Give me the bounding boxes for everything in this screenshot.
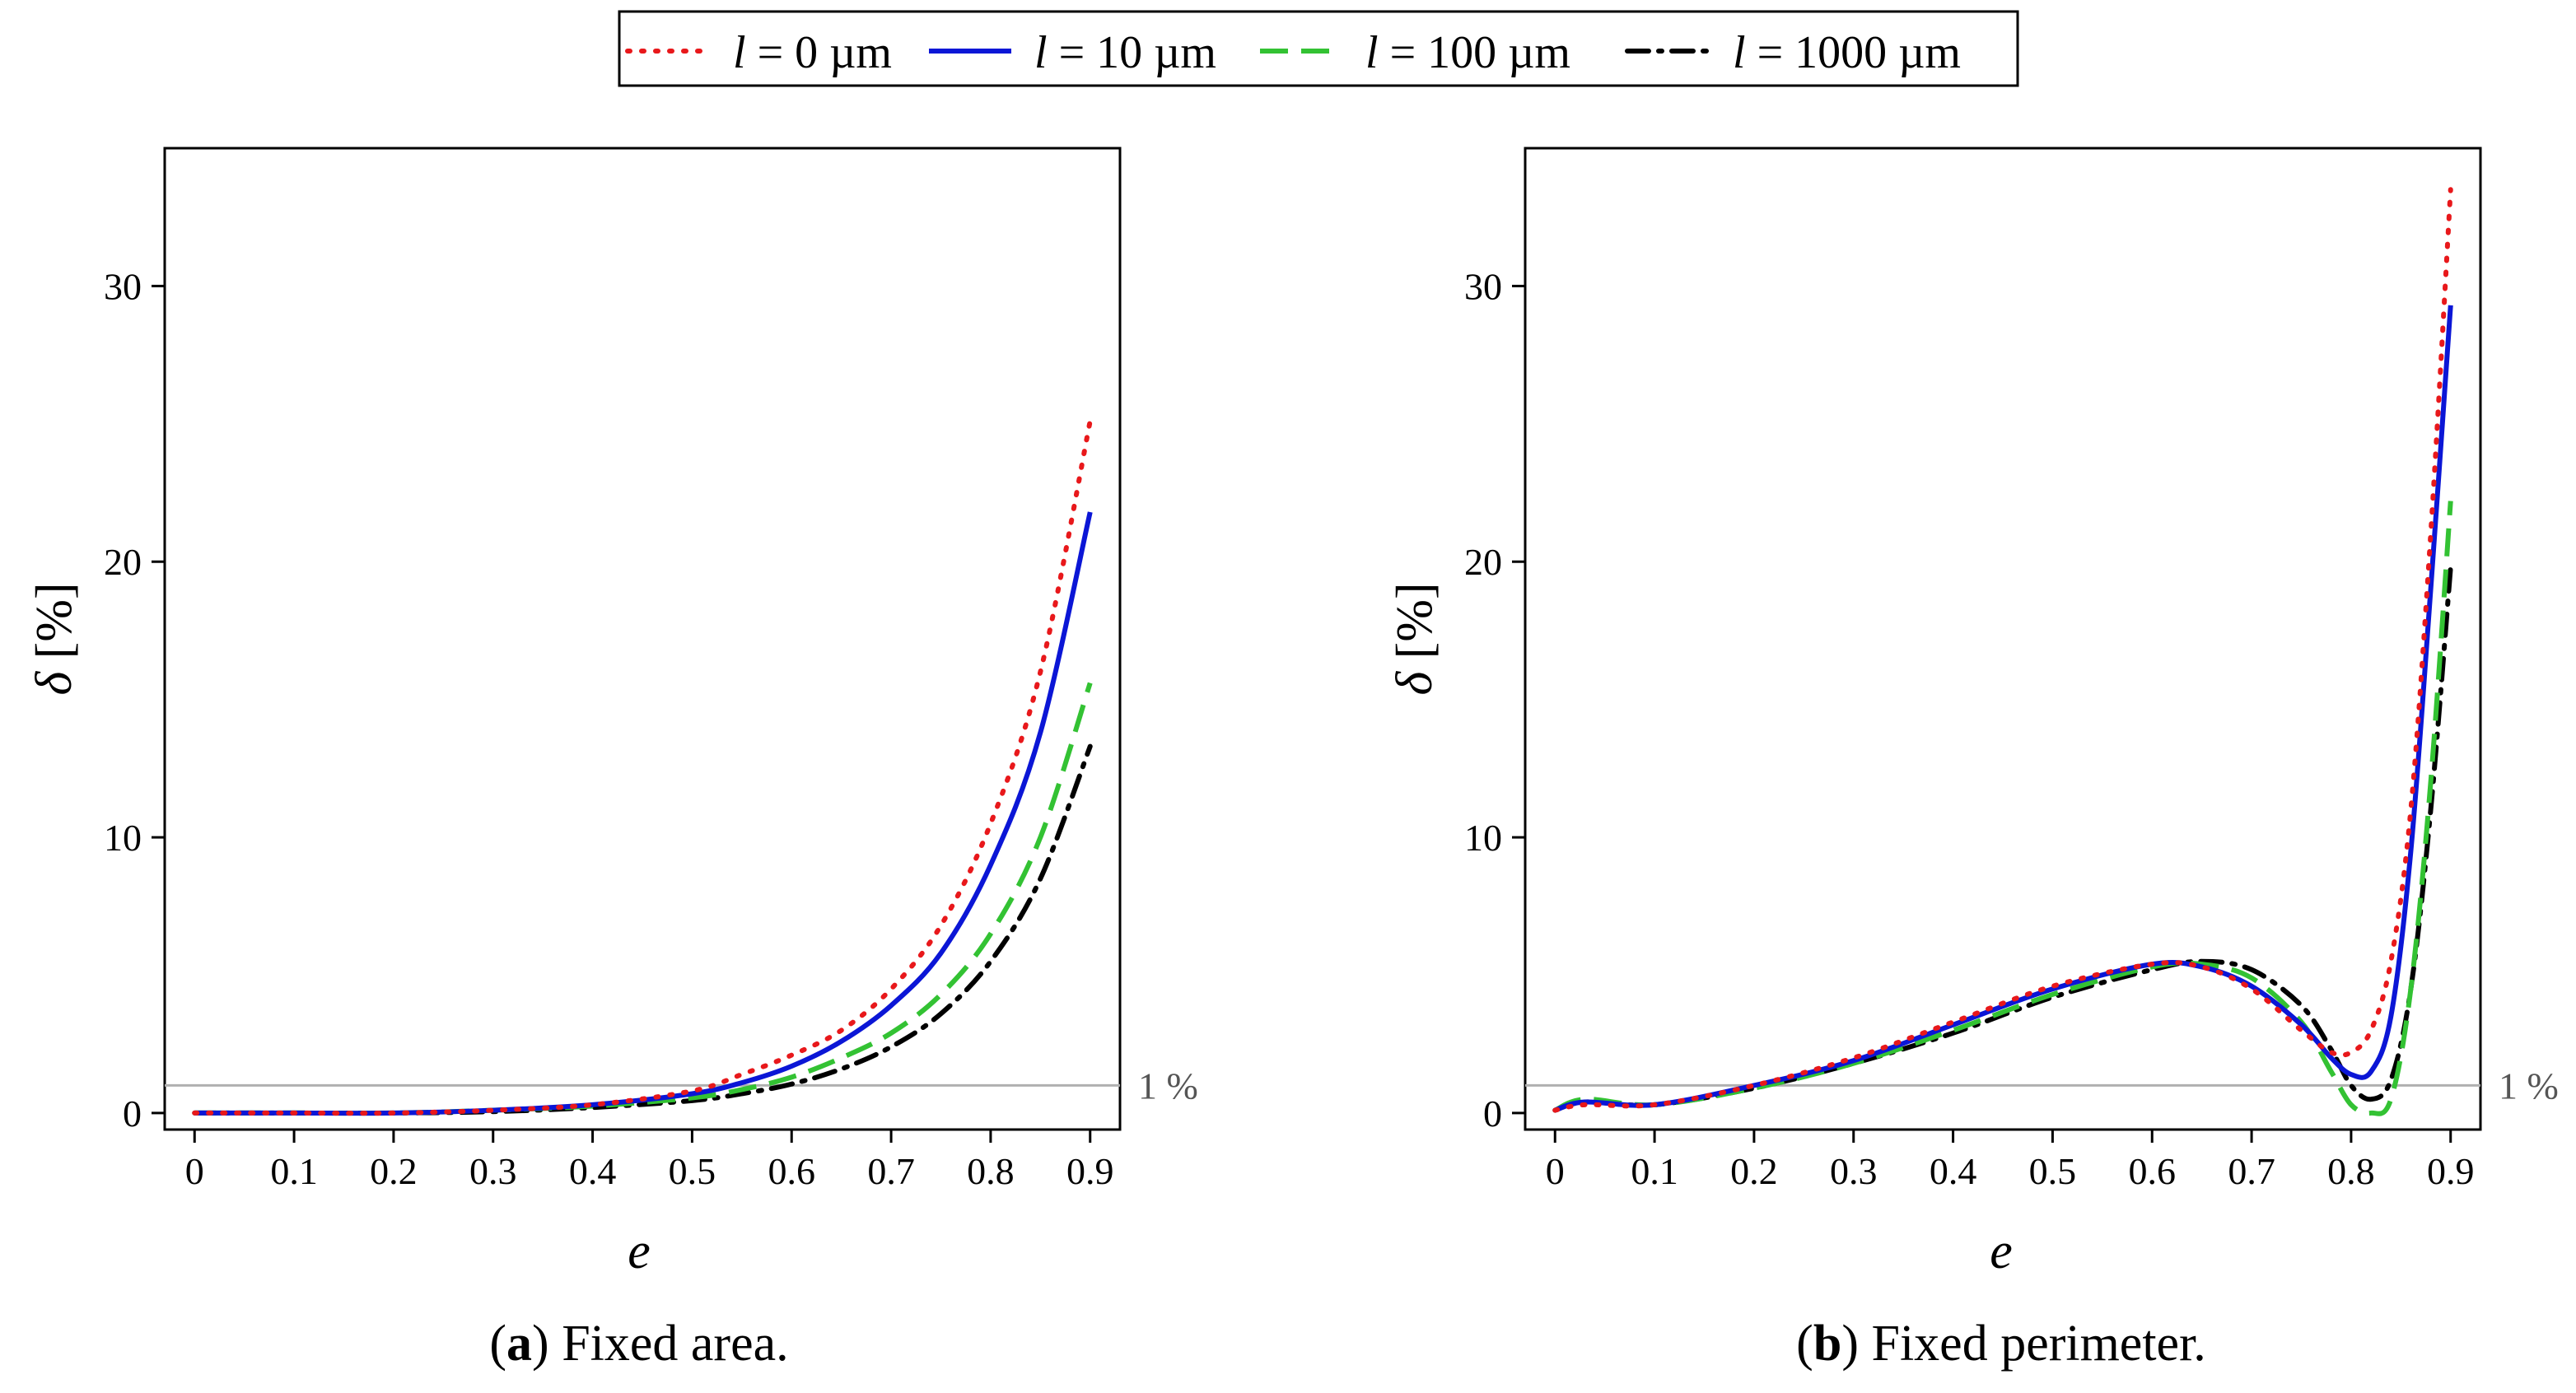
- panel-b-xlabel: e: [1990, 1223, 2013, 1279]
- legend-entry: l = 10 µm: [929, 27, 1216, 78]
- panel-a-xtick-label: 0.6: [768, 1150, 816, 1192]
- panel-b-xtick-label: 0.6: [2129, 1150, 2177, 1192]
- panel-b-caption-open: (: [1796, 1316, 1813, 1372]
- panel-b-caption-text: Fixed perimeter.: [1859, 1316, 2206, 1372]
- legend-label-eq: =: [746, 27, 796, 78]
- panel-b-caption-letter: b: [1813, 1316, 1841, 1372]
- panel-a-series-line: [194, 511, 1093, 1116]
- panel-b-caption-close: ): [1841, 1316, 1859, 1372]
- panel-b-xtick-label: 0.5: [2029, 1150, 2077, 1192]
- panel-a-xtick-label: 0.9: [1066, 1150, 1114, 1192]
- panel-b-reference-label: 1 %: [2499, 1065, 2559, 1106]
- panel-b-xtick-label: 0.2: [1730, 1150, 1778, 1192]
- panel-a-xtick-label: 0.2: [370, 1150, 418, 1192]
- panel-a-xtick-label: 0.1: [270, 1150, 318, 1192]
- panel-b-ylabel: δ [%]: [1387, 582, 1443, 695]
- panel-a-xlabel: e: [628, 1223, 651, 1279]
- legend-label-value: 10 µm: [1096, 27, 1216, 78]
- legend-label-value: 100 µm: [1427, 27, 1570, 78]
- panel-a-xtick-label: 0.7: [867, 1150, 915, 1192]
- panel-a-caption-open: (: [489, 1316, 506, 1372]
- legend-entry: l = 0 µm: [625, 27, 892, 78]
- panel-b-xtick-label: 0.3: [1830, 1150, 1878, 1192]
- panel-a-xtick-label: 0.8: [967, 1150, 1015, 1192]
- panel-a-plot-frame: [163, 147, 1122, 1131]
- panel-b-plot-frame: [1524, 147, 2482, 1131]
- panel-b-series-line: [1552, 187, 2453, 1113]
- panel-a-ylabel-symbol: δ: [26, 671, 82, 696]
- panel-b: 1 % 0 0.1 0.2 0.3 0.4 0.5 0.6 0.7 0.8 0.90102030 …: [1387, 147, 2559, 1372]
- legend-label-eq: =: [1746, 27, 1795, 78]
- legend-label: l = 100 µm: [1365, 27, 1570, 78]
- panel-b-ytick-label: 0: [1483, 1093, 1502, 1134]
- panel-b-ytick-label: 20: [1464, 541, 1502, 583]
- panel-a-xtick-label: 0: [185, 1150, 204, 1192]
- panel-b-series-line: [1553, 501, 2453, 1116]
- panel-b-caption: (b) Fixed perimeter.: [1796, 1316, 2206, 1372]
- panel-a-ylabel-unit: [%]: [26, 582, 82, 671]
- legend-label: l = 10 µm: [1034, 27, 1216, 78]
- panel-b-xtick-label: 0.4: [1930, 1150, 1977, 1192]
- panel-b-ylabel-symbol: δ: [1387, 671, 1443, 696]
- panel-b-xtick-label: 0.7: [2228, 1150, 2275, 1192]
- panel-a: 1 % 0 0.1 0.2 0.3 0.4 0.5 0.6 0.7 0.8 0.90102030 …: [26, 147, 1198, 1372]
- panel-b-ylabel-unit: [%]: [1387, 582, 1443, 671]
- panel-b-ytick-label: 30: [1464, 265, 1502, 307]
- panel-a-xtick-label: 0.5: [669, 1150, 716, 1192]
- panel-a-ytick-label: 0: [123, 1093, 142, 1134]
- panel-a-ytick-label: 10: [104, 817, 142, 859]
- panel-a-series-line: [194, 682, 1093, 1116]
- panel-a-ytick-label: 20: [104, 541, 142, 583]
- panel-a-series-line: [192, 418, 1093, 1116]
- panel-b-ytick-label: 10: [1464, 817, 1502, 859]
- legend: l = 0 µm l = 10 µm l = 100 µm l = 1000 µm: [618, 10, 2019, 87]
- panel-b-xtick-label: 0.1: [1631, 1150, 1678, 1192]
- legend-label-var: l: [1733, 27, 1746, 78]
- panel-b-series-line: [1554, 305, 2453, 1113]
- legend-label-eq: =: [1048, 27, 1097, 78]
- panel-b-xtick-label: 0.9: [2427, 1150, 2475, 1192]
- panel-b-xtick-label: 0: [1546, 1150, 1565, 1192]
- legend-label: l = 0 µm: [733, 27, 892, 78]
- panel-a-xtick-label: 0.3: [469, 1150, 517, 1192]
- panel-a-xtick-label: 0.4: [569, 1150, 617, 1192]
- legend-label-value: 0 µm: [795, 27, 892, 78]
- legend-label-var: l: [1365, 27, 1379, 78]
- legend-label-var: l: [733, 27, 746, 78]
- panel-a-caption: (a) Fixed area.: [489, 1316, 788, 1372]
- panel-b-series-line: [1552, 564, 2453, 1113]
- panel-a-ytick-label: 30: [104, 265, 142, 307]
- legend-entry: l = 1000 µm: [1625, 27, 1961, 78]
- panel-a-caption-close: ): [532, 1316, 549, 1372]
- panel-a-caption-letter: a: [506, 1316, 532, 1372]
- legend-label-eq: =: [1379, 27, 1428, 78]
- panel-a-ylabel: δ [%]: [26, 582, 82, 695]
- legend-label: l = 1000 µm: [1733, 27, 1961, 78]
- panel-a-reference-label: 1 %: [1138, 1065, 1198, 1106]
- legend-label-value: 1000 µm: [1794, 27, 1961, 78]
- legend-entry: l = 100 µm: [1260, 27, 1570, 78]
- panel-b-xtick-label: 0.8: [2327, 1150, 2375, 1192]
- legend-label-var: l: [1034, 27, 1048, 78]
- panel-a-caption-text: Fixed area.: [549, 1316, 789, 1372]
